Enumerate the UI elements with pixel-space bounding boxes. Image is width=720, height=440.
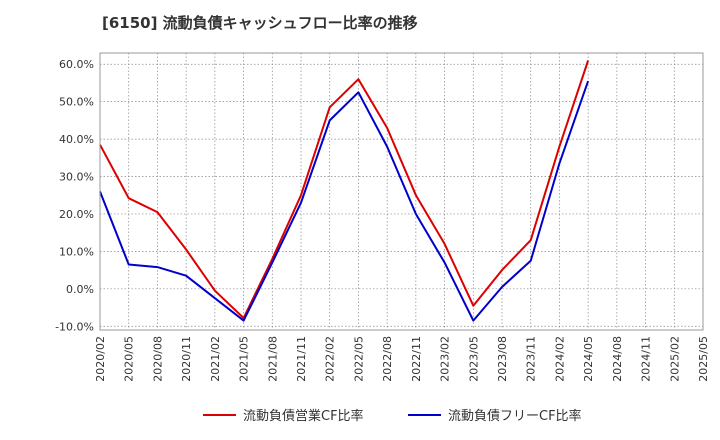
y-tick-label: 40.0% (59, 133, 94, 146)
x-tick-label: 2023/08 (496, 336, 509, 382)
x-tick-label: 2024/11 (640, 336, 653, 382)
y-tick-label: 60.0% (59, 58, 94, 71)
legend-label: 流動負債営業CF比率 (243, 408, 364, 424)
x-tick-label: 2022/08 (381, 336, 394, 382)
y-tick-label: 50.0% (59, 96, 94, 109)
x-tick-label: 2024/02 (553, 336, 566, 382)
x-tick-label: 2024/08 (611, 336, 624, 382)
x-tick-label: 2020/11 (180, 336, 193, 382)
x-tick-label: 2021/08 (266, 336, 279, 382)
x-tick-label: 2022/11 (410, 336, 423, 382)
x-tick-label: 2021/02 (209, 336, 222, 382)
x-tick-label: 2023/11 (525, 336, 538, 382)
series-line-1 (99, 60, 590, 319)
grid (99, 53, 704, 330)
plot-frame (99, 52, 704, 331)
y-tick-label: 0.0% (66, 283, 94, 296)
legend-label: 流動負債フリーCF比率 (448, 408, 582, 424)
x-axis-ticks: 2020/02 2020/05 2020/08 2020/11 2021/02 2021/… (94, 336, 710, 382)
x-tick-label: 2021/11 (295, 336, 308, 382)
series-lines (99, 60, 590, 322)
x-tick-label: 2025/02 (668, 336, 681, 382)
x-tick-label: 2022/05 (352, 336, 365, 382)
y-tick-label: 10.0% (59, 245, 94, 258)
chart-title: [6150] 流動負債キャッシュフロー比率の推移 (102, 14, 418, 32)
x-tick-label: 2020/08 (151, 336, 164, 382)
x-tick-label: 2020/02 (94, 336, 107, 382)
legend: 流動負債営業CF比率 流動負債フリーCF比率 (203, 408, 582, 424)
y-axis-ticks: 60.0% 50.0% 40.0% 30.0% 20.0% 10.0% 0.0% -10.0% (55, 58, 94, 333)
x-tick-label: 2022/02 (324, 336, 337, 382)
x-tick-label: 2020/05 (123, 336, 136, 382)
series-line-2 (99, 80, 590, 322)
y-tick-label: 30.0% (59, 171, 94, 184)
y-tick-label: -10.0% (55, 320, 94, 333)
x-tick-label: 2024/05 (582, 336, 595, 382)
y-tick-label: 20.0% (59, 208, 94, 221)
x-tick-label: 2021/05 (238, 336, 251, 382)
x-tick-label: 2023/02 (439, 336, 452, 382)
x-tick-label: 2023/05 (467, 336, 480, 382)
x-tick-label: 2025/05 (697, 336, 710, 382)
